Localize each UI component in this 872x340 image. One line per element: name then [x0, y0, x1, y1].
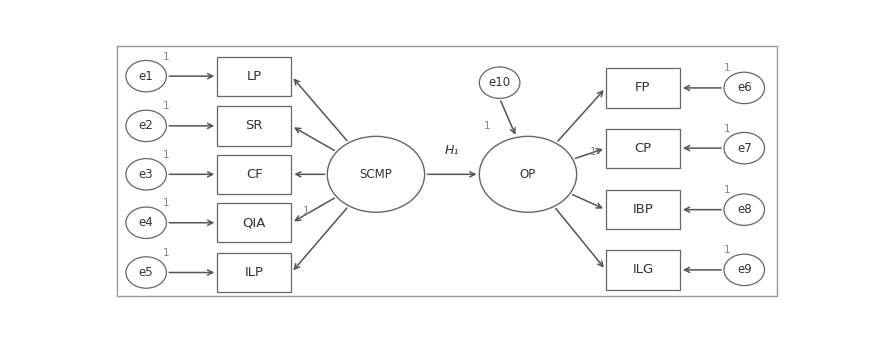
Text: 1: 1	[163, 51, 170, 62]
Ellipse shape	[480, 136, 576, 212]
Ellipse shape	[126, 158, 167, 190]
Text: IBP: IBP	[632, 203, 653, 216]
FancyBboxPatch shape	[606, 190, 680, 229]
Text: e5: e5	[139, 266, 153, 279]
Text: ILP: ILP	[245, 266, 264, 279]
FancyBboxPatch shape	[217, 155, 291, 194]
Text: FP: FP	[635, 81, 651, 95]
FancyBboxPatch shape	[606, 129, 680, 168]
Text: e1: e1	[139, 70, 153, 83]
Text: 1: 1	[303, 206, 310, 216]
Text: 1: 1	[724, 185, 731, 195]
Text: 1: 1	[163, 150, 170, 160]
Text: H₁: H₁	[445, 144, 460, 157]
Text: e7: e7	[737, 142, 752, 155]
Text: e8: e8	[737, 203, 752, 216]
Text: 1: 1	[163, 198, 170, 208]
FancyBboxPatch shape	[217, 106, 291, 146]
Text: e10: e10	[488, 76, 511, 89]
Text: SCMP: SCMP	[359, 168, 392, 181]
FancyBboxPatch shape	[217, 56, 291, 96]
Text: 1: 1	[163, 248, 170, 258]
Text: e3: e3	[139, 168, 153, 181]
Text: e2: e2	[139, 119, 153, 132]
Text: 1: 1	[163, 101, 170, 111]
FancyBboxPatch shape	[606, 250, 680, 290]
Text: QIA: QIA	[242, 216, 266, 229]
Text: 1: 1	[724, 123, 731, 134]
Text: ILG: ILG	[632, 264, 653, 276]
Text: SR: SR	[246, 119, 263, 132]
Ellipse shape	[724, 72, 765, 104]
Text: 1: 1	[724, 245, 731, 255]
Text: 1: 1	[724, 63, 731, 73]
Ellipse shape	[126, 61, 167, 92]
Text: 1: 1	[484, 121, 491, 131]
Ellipse shape	[724, 254, 765, 286]
Text: e6: e6	[737, 81, 752, 95]
Ellipse shape	[126, 257, 167, 288]
Text: e9: e9	[737, 264, 752, 276]
Ellipse shape	[724, 133, 765, 164]
FancyBboxPatch shape	[606, 68, 680, 107]
Ellipse shape	[724, 194, 765, 225]
Text: LP: LP	[247, 70, 262, 83]
Ellipse shape	[126, 110, 167, 141]
Ellipse shape	[327, 136, 425, 212]
FancyBboxPatch shape	[217, 203, 291, 242]
Ellipse shape	[480, 67, 520, 98]
Text: 1: 1	[590, 147, 596, 156]
Text: CF: CF	[246, 168, 262, 181]
Text: e4: e4	[139, 216, 153, 229]
Text: OP: OP	[520, 168, 536, 181]
Ellipse shape	[126, 207, 167, 238]
Text: CP: CP	[634, 142, 651, 155]
FancyBboxPatch shape	[217, 253, 291, 292]
